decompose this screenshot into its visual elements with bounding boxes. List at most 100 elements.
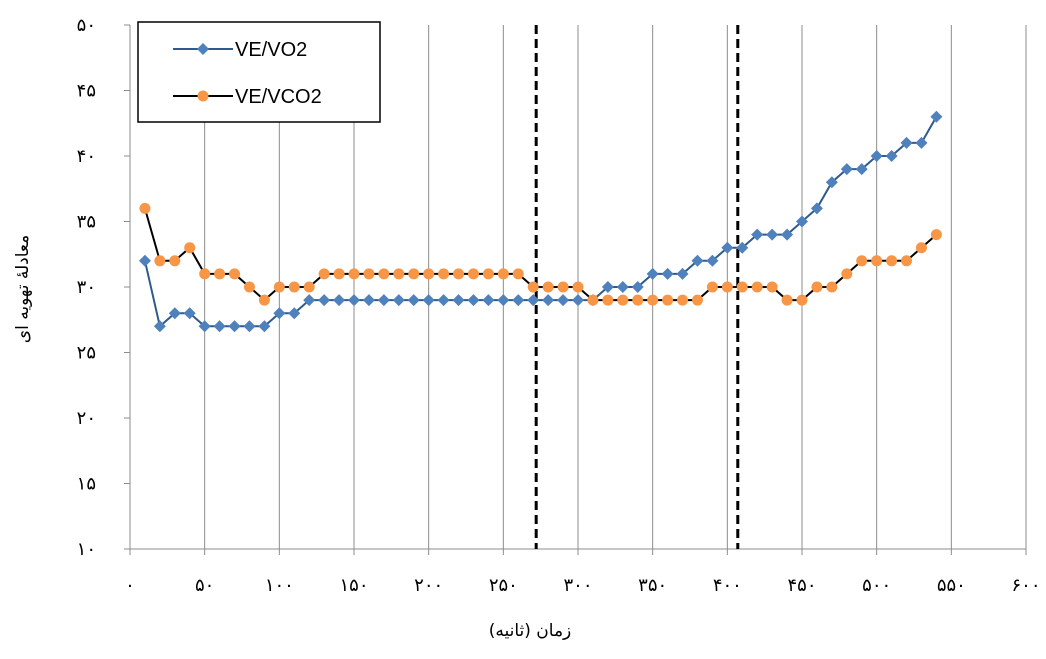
data-point	[183, 307, 196, 320]
data-point	[572, 294, 584, 307]
data-point	[362, 294, 375, 307]
data-point	[422, 294, 435, 307]
data-point	[423, 268, 435, 280]
data-point	[915, 242, 927, 254]
threshold-markers	[534, 25, 740, 549]
data-point	[766, 228, 779, 241]
y-tick-label: ۲۰	[77, 408, 96, 429]
data-point	[214, 268, 226, 280]
data-point	[557, 294, 570, 307]
legend-item: VE/VCO2	[173, 86, 322, 108]
data-point	[512, 294, 525, 307]
data-point	[348, 294, 360, 307]
series-layer	[138, 110, 943, 333]
data-point	[184, 242, 196, 254]
x-tick-label: ۵۰۰	[862, 575, 891, 596]
data-point	[886, 255, 898, 267]
data-point	[617, 294, 629, 306]
data-point	[213, 320, 226, 333]
data-point	[229, 268, 241, 280]
data-point	[408, 268, 420, 280]
data-point	[825, 176, 838, 189]
data-point	[841, 268, 853, 280]
legend-label: VE/VO2	[235, 39, 307, 61]
legend-marker	[197, 43, 209, 55]
data-point	[482, 268, 494, 280]
data-point	[676, 267, 689, 280]
data-point	[333, 294, 346, 307]
data-point	[168, 307, 181, 320]
x-tick-label: ۱۰۰	[265, 575, 294, 596]
data-point	[751, 281, 763, 293]
data-point	[482, 294, 495, 307]
data-point	[646, 267, 659, 280]
data-point	[796, 215, 808, 228]
data-point	[856, 255, 868, 267]
data-point	[691, 294, 703, 306]
data-point	[930, 110, 943, 123]
data-point	[870, 150, 883, 162]
data-point	[437, 294, 450, 307]
data-point	[736, 241, 749, 254]
legend-label: VE/VCO2	[235, 86, 322, 108]
y-tick-label: ۵۰	[77, 15, 96, 36]
data-point	[602, 294, 614, 306]
x-tick-label: ۶۰۰	[1011, 575, 1040, 596]
data-point	[930, 229, 942, 241]
data-point	[885, 150, 898, 162]
y-tick-label: ۱۰	[77, 539, 96, 560]
data-point	[542, 294, 555, 307]
data-point	[706, 254, 719, 267]
data-point	[601, 281, 614, 293]
data-point	[871, 255, 883, 267]
data-point	[915, 136, 928, 149]
data-point	[781, 294, 793, 306]
x-tick-label: ۱۵۰	[339, 575, 368, 596]
y-tick-label: ۴۵	[77, 81, 96, 102]
data-point	[542, 281, 554, 293]
data-point	[557, 281, 569, 293]
data-point	[721, 281, 733, 293]
x-tick-label: ۲۰۰	[414, 575, 443, 596]
data-point	[512, 268, 524, 280]
data-point	[766, 281, 778, 293]
data-point	[288, 307, 301, 320]
data-point	[258, 294, 270, 306]
data-point	[855, 163, 868, 176]
x-axis-title: زمان (ثانیه)	[489, 621, 572, 641]
data-point	[392, 294, 405, 307]
data-point	[228, 320, 241, 333]
data-point	[662, 294, 674, 306]
x-tick-label: ۴۵۰	[787, 575, 816, 596]
legend-marker	[197, 90, 209, 102]
data-point	[796, 294, 808, 306]
data-point	[587, 294, 599, 306]
data-point	[840, 163, 853, 176]
data-point	[258, 320, 271, 333]
data-point	[677, 294, 689, 306]
data-point	[438, 268, 450, 280]
legend-item: VE/VO2	[173, 39, 307, 61]
data-point	[153, 320, 166, 333]
data-point	[467, 268, 479, 280]
data-point	[751, 228, 764, 241]
x-tick-label: ۲۵۰	[489, 575, 518, 596]
data-point	[348, 268, 360, 280]
x-tick-label: ۴۰۰	[713, 575, 742, 596]
x-tick-label: ۳۰۰	[563, 575, 592, 596]
series-ve-vco2	[139, 202, 942, 306]
data-point	[706, 281, 718, 293]
data-point	[631, 281, 644, 293]
y-axis-title: معادلۀ تهویه ای	[13, 235, 33, 343]
data-point	[243, 281, 255, 293]
y-tick-label: ۱۵	[77, 474, 96, 495]
data-point	[139, 202, 151, 214]
data-point	[138, 254, 151, 267]
data-point	[318, 294, 331, 307]
data-point	[647, 294, 659, 306]
data-point	[900, 136, 913, 149]
data-point	[169, 255, 181, 267]
